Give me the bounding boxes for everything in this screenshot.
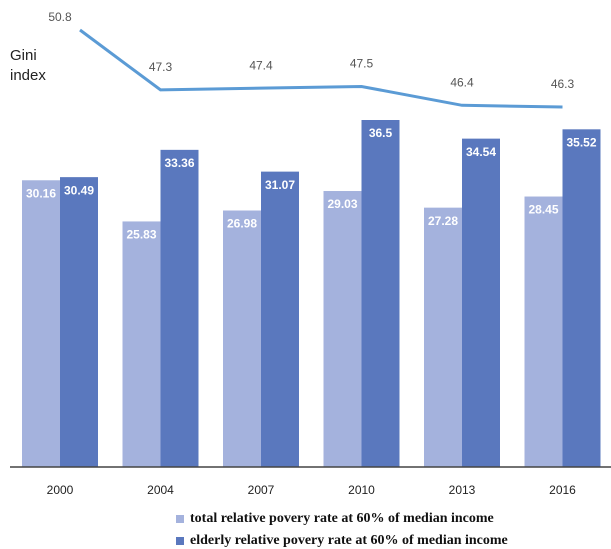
bar	[60, 177, 98, 467]
x-tick-label: 2016	[549, 483, 576, 497]
legend-label: elderly relative povery rate at 60% of m…	[190, 533, 508, 548]
bar	[122, 221, 161, 467]
value-label: 27.28	[428, 214, 458, 228]
legend-swatch	[176, 515, 184, 523]
line-value-label: 46.4	[450, 75, 474, 89]
line-label: Gini index	[10, 47, 46, 84]
line-value-label: 50.8	[48, 10, 72, 24]
bar	[361, 120, 400, 467]
bar	[524, 196, 563, 467]
value-label: 29.03	[327, 197, 357, 211]
legend-label: total relative povery rate at 60% of med…	[190, 511, 494, 526]
x-tick-label: 2004	[147, 483, 174, 497]
value-label: 35.52	[566, 135, 596, 149]
bar	[424, 207, 462, 468]
bar	[160, 149, 199, 467]
value-label: 31.07	[265, 178, 295, 192]
x-tick-label: 2010	[348, 483, 375, 497]
bar	[22, 180, 60, 467]
line-value-label: 47.4	[249, 58, 273, 72]
value-label: 33.36	[164, 156, 194, 170]
bar	[462, 138, 500, 467]
line-value-label: 46.3	[551, 77, 575, 91]
x-tick-label: 2007	[248, 483, 275, 497]
legend-swatch	[176, 537, 184, 545]
line-value-label: 47.5	[350, 57, 374, 71]
value-label: 36.5	[369, 126, 393, 140]
value-label: 28.45	[528, 203, 558, 217]
value-label: 26.98	[227, 217, 257, 231]
bar	[562, 129, 601, 467]
line-value-label: 47.3	[149, 60, 173, 74]
bar	[223, 210, 261, 468]
value-label: 30.16	[26, 186, 56, 200]
value-label: 30.49	[64, 183, 94, 197]
gini-line	[79, 28, 563, 109]
x-tick-label: 2013	[449, 483, 476, 497]
bar	[323, 191, 362, 467]
value-label: 34.54	[466, 145, 496, 159]
x-tick-label: 2000	[47, 483, 74, 497]
bar	[261, 171, 299, 467]
value-label: 25.83	[126, 228, 156, 242]
